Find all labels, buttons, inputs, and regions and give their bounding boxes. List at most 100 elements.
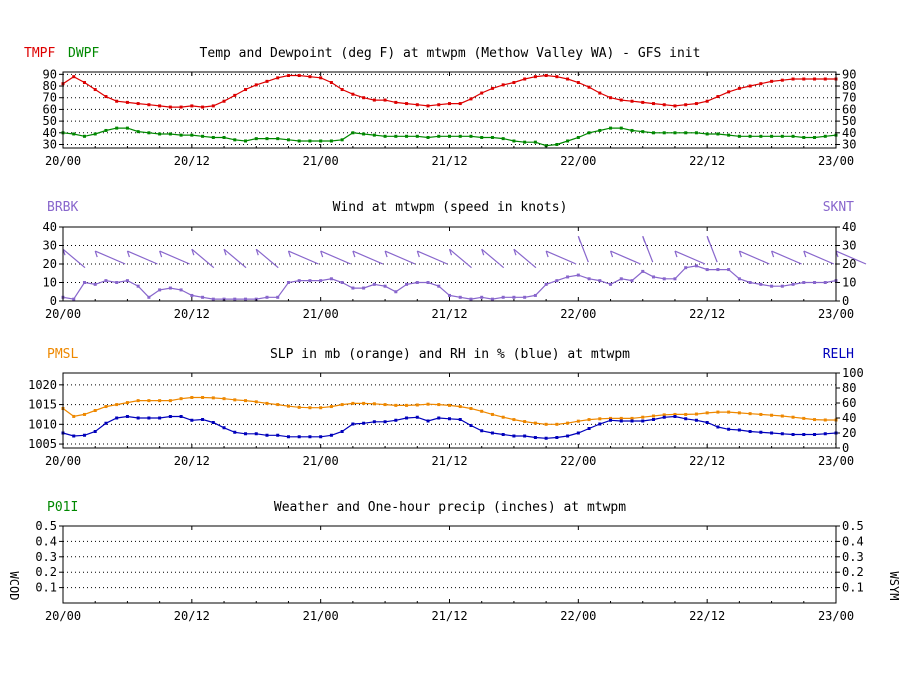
slp-relh-point	[802, 433, 806, 436]
precip-ytick-label-right: 0.4	[842, 534, 864, 548]
slp-ytick-label-right: 80	[842, 381, 856, 395]
slp-pmsl-point	[512, 418, 516, 422]
wind-barb	[481, 248, 505, 269]
temp-dwpf-point	[544, 144, 548, 148]
temp-dwpf-point	[490, 135, 494, 139]
slp-pmsl-point	[587, 418, 591, 422]
slp-relh-point	[512, 434, 516, 438]
temp-dwpf-point	[619, 126, 623, 130]
slp-relh-point	[469, 424, 473, 427]
temp-dwpf-point	[329, 139, 333, 143]
temp-tmpf-point	[823, 77, 827, 81]
slp-pmsl-point	[802, 416, 806, 420]
temp-tmpf-point	[233, 93, 237, 97]
temp-dwpf-point	[437, 134, 441, 138]
slp-relh-point	[759, 430, 763, 434]
wind-sknt-point	[93, 282, 97, 286]
wind-barb-flag	[642, 236, 646, 243]
slp-pmsl-point	[308, 406, 312, 410]
temp-dwpf-point	[694, 131, 698, 135]
temp-tmpf-point	[662, 103, 666, 107]
slp-pmsl-point	[222, 397, 226, 401]
temp-tmpf-point	[201, 105, 205, 109]
wind-ytick-label-left: 10	[43, 276, 57, 290]
temp-dwpf-point	[211, 135, 215, 139]
temp-tmpf-point	[458, 102, 462, 106]
slp-pmsl-point	[362, 401, 366, 405]
slp-relh-point	[82, 433, 86, 437]
wind-sknt-point	[340, 281, 344, 284]
wind-barb	[384, 250, 416, 265]
temp-tmpf-point	[125, 100, 129, 104]
temp-tmpf-point	[619, 98, 623, 102]
wind-xtick-label: 22/12	[689, 307, 725, 321]
slp-relh-point	[705, 421, 709, 424]
slp-relh-point	[662, 415, 666, 419]
temp-tmpf-point	[512, 81, 516, 85]
temp-tmpf-point	[179, 105, 183, 109]
wind-ytick-label-left: 0	[50, 294, 57, 308]
slp-pmsl-point	[566, 421, 570, 425]
temp-tmpf-point	[82, 81, 86, 85]
temp-tmpf-point	[673, 104, 677, 108]
temp-dwpf-point	[512, 139, 516, 143]
wind-sknt-point	[716, 268, 720, 272]
temp-tmpf-point	[705, 99, 709, 103]
p01i-label: P01I	[47, 500, 78, 515]
wind-sknt-point	[297, 279, 301, 283]
wind-xtick-label: 21/12	[431, 307, 467, 321]
slp-ytick-label-right: 60	[842, 396, 856, 410]
wind-sknt-point	[136, 284, 140, 288]
slp-pmsl-point	[82, 412, 86, 416]
temp-dwpf-point	[469, 134, 473, 138]
wind-ytick-label-right: 10	[842, 276, 856, 290]
temp-xtick-label: 21/00	[303, 154, 339, 168]
slp-pmsl-point	[705, 411, 709, 415]
wind-sknt-point	[684, 266, 688, 270]
precip-xtick-label: 22/12	[689, 609, 725, 623]
temp-tmpf-point	[72, 75, 76, 79]
slp-pmsl-point	[748, 412, 752, 416]
temp-tmpf-point	[362, 96, 366, 100]
precip-ytick-label-left: 0.2	[35, 565, 57, 579]
slp-pmsl-point	[93, 409, 97, 412]
wind-sknt-point	[791, 282, 795, 286]
temp-dwpf-point	[286, 138, 290, 142]
temp-xaxis: 20/00 20/12 21/00 21/12 22/00 22/12 23/00	[45, 72, 854, 168]
temp-dwpf-point	[340, 138, 344, 142]
temp-tmpf-point	[93, 88, 97, 92]
slp-relh-point	[823, 432, 827, 436]
wind-barb-flag	[609, 250, 614, 258]
precip-xtick-label: 20/12	[174, 609, 210, 623]
temp-tmpf-point	[158, 104, 162, 108]
slp-pmsl-point	[694, 412, 698, 416]
precip-panel: P01I Weather and One-hour precip (inches…	[7, 500, 900, 623]
wind-sknt-point	[748, 281, 752, 284]
temp-dwpf-point	[533, 140, 537, 144]
wind-xtick-label: 21/00	[303, 307, 339, 321]
slp-pmsl-point	[780, 414, 784, 418]
slp-pmsl-point	[233, 398, 237, 402]
slp-series	[61, 395, 838, 440]
temp-tmpf-point	[115, 99, 119, 103]
slp-relh-point	[179, 415, 183, 418]
temp-tmpf-point	[544, 74, 548, 78]
temp-tmpf-point	[244, 88, 248, 92]
temp-dwpf-point	[576, 135, 580, 139]
wind-sknt-point	[125, 279, 129, 283]
temp-dwpf-point	[244, 139, 248, 143]
slp-relh-point	[415, 415, 419, 419]
temp-dwpf-point	[641, 130, 645, 134]
slp-relh-point	[576, 431, 580, 435]
sknt-label: SKNT	[823, 200, 854, 215]
slp-pmsl-point	[619, 416, 623, 420]
wind-sknt-point	[823, 281, 827, 284]
slp-pmsl-point	[147, 399, 151, 403]
wind-sknt-point	[512, 295, 516, 299]
slp-relh-point	[566, 434, 570, 438]
temp-tmpf-point	[770, 79, 774, 83]
temp-ytick-label-left: 40	[43, 126, 57, 140]
slp-relh-point	[501, 433, 505, 436]
temp-dwpf-point	[684, 131, 688, 135]
